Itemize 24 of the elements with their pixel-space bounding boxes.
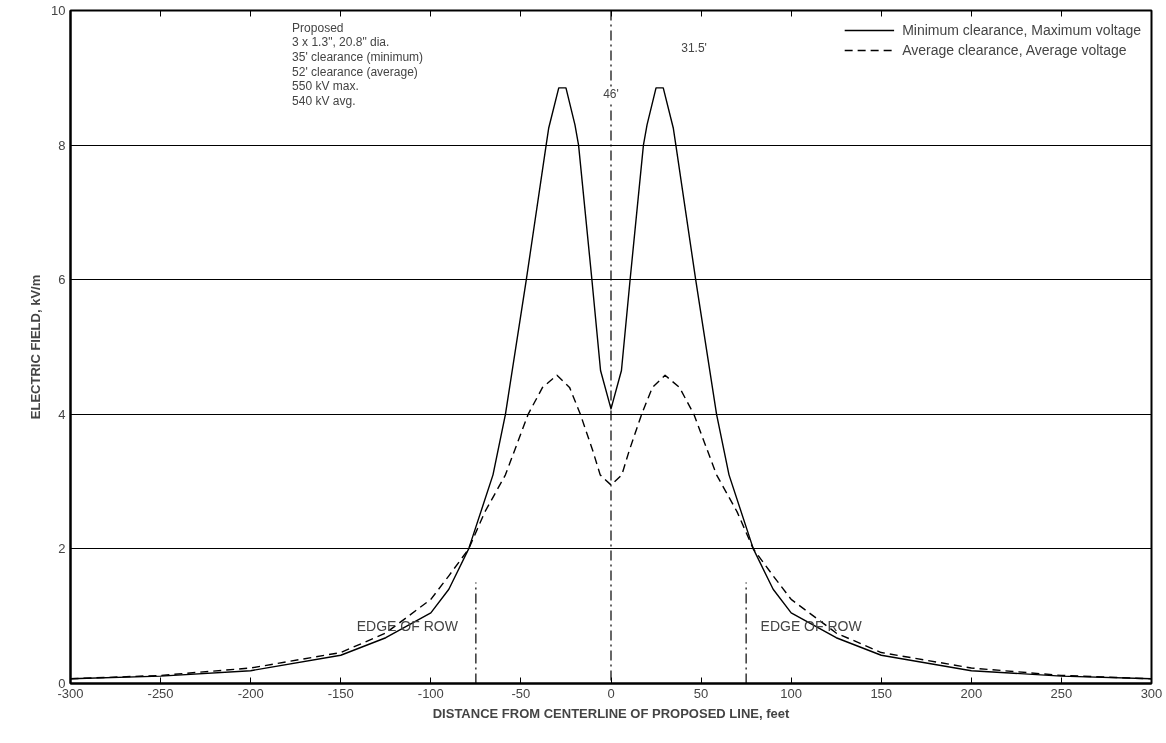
x-tick-label: -250 — [147, 685, 174, 701]
annotation: 46' — [603, 87, 619, 102]
x-tick-label: -50 — [511, 685, 531, 701]
x-tick-label: 0 — [607, 685, 615, 701]
legend-label: Minimum clearance, Maximum voltage — [902, 22, 1141, 38]
legend-label: Average clearance, Average voltage — [902, 42, 1127, 58]
x-tick-label: 150 — [870, 685, 893, 701]
x-tick-label: -150 — [327, 685, 354, 701]
x-tick-label: -200 — [237, 685, 264, 701]
x-tick-label: 300 — [1140, 685, 1163, 701]
annotation: 31.5' — [681, 40, 707, 55]
x-tick-label: 200 — [960, 685, 983, 701]
y-axis-title: ELECTRIC FIELD, kV/m — [28, 274, 44, 420]
annotation: Proposed 3 x 1.3", 20.8" dia. 35' clearance (minimum) 52' clearance (average) 550 kV max. 540 kV avg. — [292, 20, 424, 109]
y-tick-label: 10 — [51, 3, 66, 18]
y-tick-label: 4 — [58, 406, 66, 422]
x-tick-label: 50 — [693, 685, 709, 701]
x-tick-label: 250 — [1050, 685, 1073, 701]
x-tick-label: -100 — [417, 685, 444, 701]
y-tick-label: 8 — [58, 137, 66, 153]
x-tick-label: 100 — [780, 685, 803, 701]
y-tick-label: 2 — [58, 541, 66, 557]
x-axis-title: DISTANCE FROM CENTERLINE OF PROPOSED LINE, feet — [432, 705, 790, 721]
y-tick-label: 6 — [58, 272, 66, 288]
